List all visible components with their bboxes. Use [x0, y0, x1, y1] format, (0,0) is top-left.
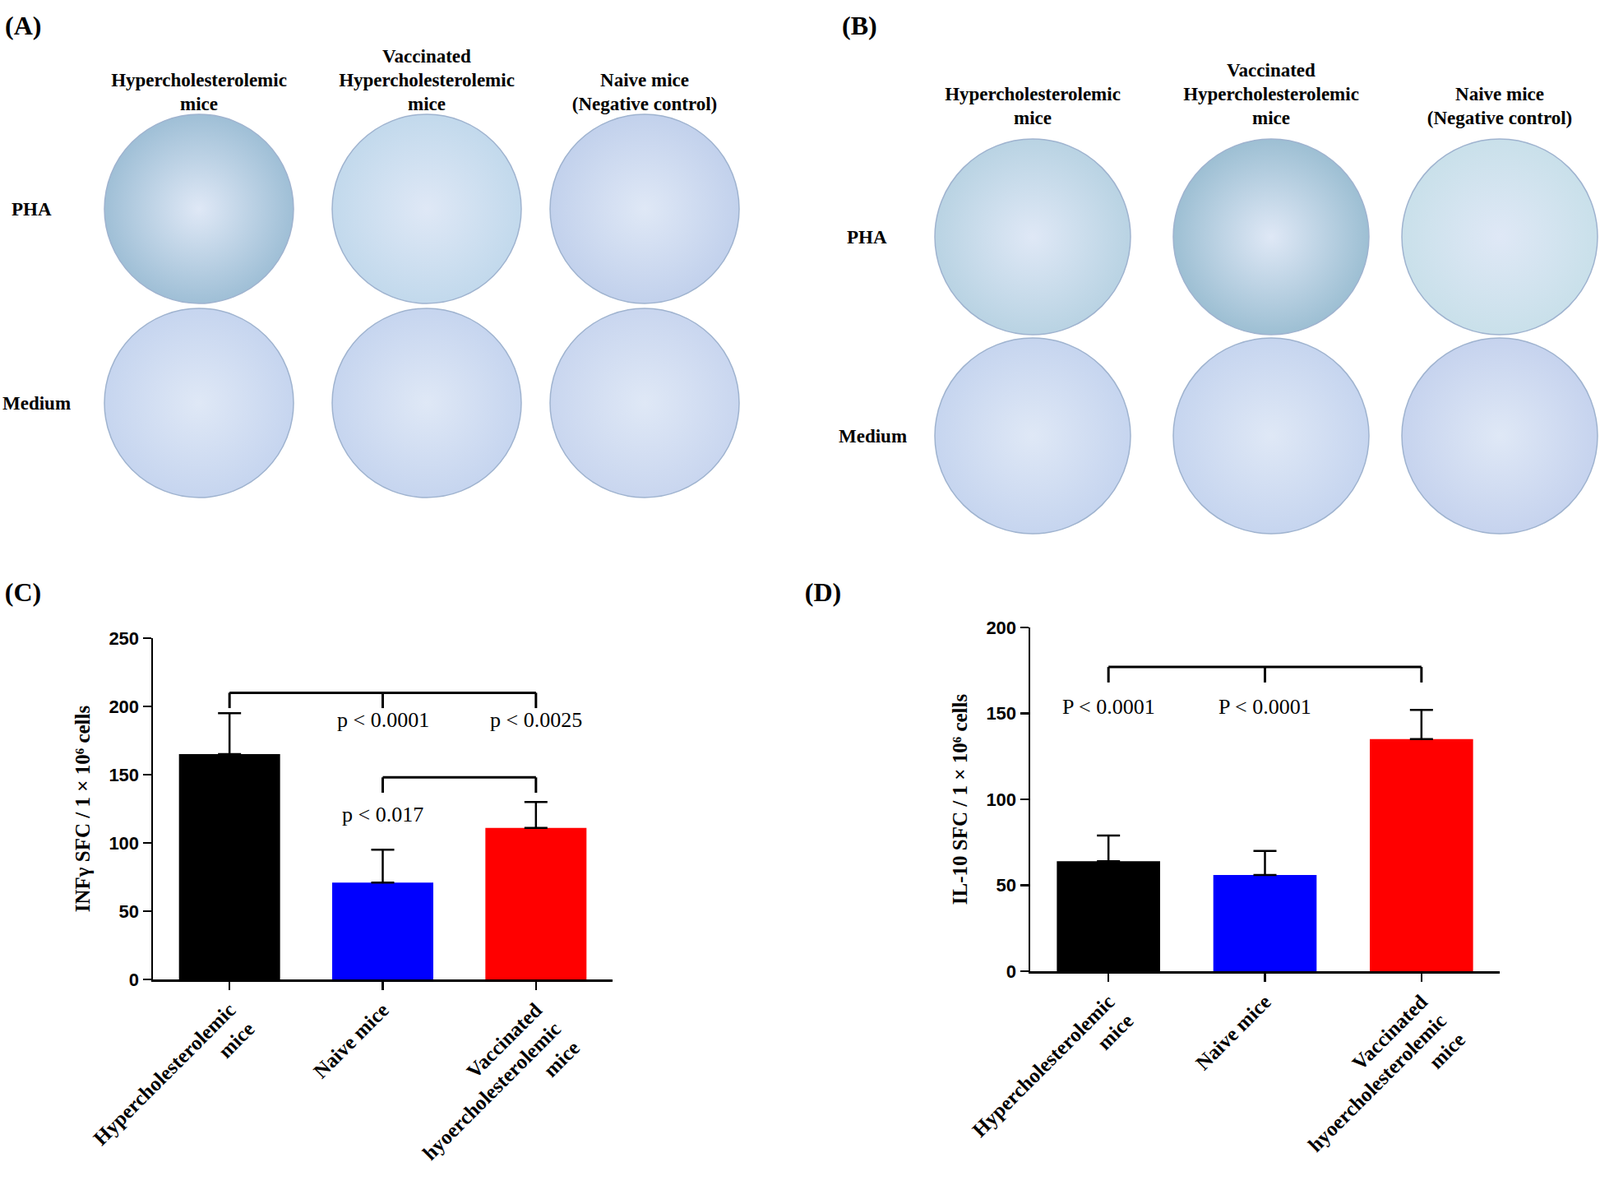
svg-text:Hypercholesterolemicmice: Hypercholesterolemicmice — [88, 998, 259, 1168]
svg-text:(C): (C) — [4, 577, 42, 607]
svg-text:P < 0.0001: P < 0.0001 — [1062, 694, 1156, 719]
svg-text:(Negative control): (Negative control) — [572, 93, 718, 115]
svg-text:(Negative control): (Negative control) — [1427, 107, 1573, 129]
svg-text:Vaccinated: Vaccinated — [1226, 60, 1316, 81]
svg-text:(B): (B) — [841, 10, 878, 41]
svg-text:Naive mice: Naive mice — [600, 69, 690, 91]
svg-text:mice: mice — [1013, 107, 1052, 129]
svg-text:P < 0.0001: P < 0.0001 — [1218, 694, 1312, 719]
svg-text:50: 50 — [996, 874, 1017, 896]
svg-text:Vaccinated: Vaccinated — [382, 46, 472, 67]
svg-text:Hypercholesterolemic: Hypercholesterolemic — [110, 69, 287, 91]
svg-text:PHA: PHA — [11, 198, 52, 220]
svg-text:250: 250 — [108, 628, 139, 649]
svg-text:IL-10 SFC / 1 × 10⁶ cells: IL-10 SFC / 1 × 10⁶ cells — [948, 693, 972, 906]
svg-text:p < 0.0025: p < 0.0025 — [490, 707, 583, 732]
svg-text:100: 100 — [108, 832, 139, 854]
svg-text:Hypercholesterolemic: Hypercholesterolemic — [944, 83, 1121, 105]
svg-text:(A): (A) — [4, 10, 42, 41]
svg-text:Naive mice: Naive mice — [1191, 989, 1276, 1074]
svg-text:Vaccinatedhyoercholesterolemic: Vaccinatedhyoercholesterolemicmice — [1285, 989, 1470, 1175]
svg-text:0: 0 — [1006, 961, 1017, 982]
svg-text:p < 0.017: p < 0.017 — [342, 802, 424, 827]
svg-text:mice: mice — [1252, 107, 1291, 129]
svg-text:200: 200 — [985, 617, 1017, 639]
svg-text:50: 50 — [119, 901, 139, 922]
svg-text:200: 200 — [108, 696, 139, 717]
svg-text:Medium: Medium — [838, 425, 907, 447]
svg-text:0: 0 — [129, 969, 139, 990]
svg-text:150: 150 — [108, 764, 139, 786]
svg-text:150: 150 — [985, 702, 1017, 724]
svg-text:mice: mice — [180, 93, 218, 115]
svg-text:INFγ SFC / 1 × 10⁶ cells: INFγ SFC / 1 × 10⁶ cells — [71, 704, 94, 912]
svg-text:Hypercholesterolemic: Hypercholesterolemic — [1183, 83, 1360, 105]
svg-text:Naive mice: Naive mice — [1455, 83, 1545, 105]
svg-text:(D): (D) — [804, 577, 842, 607]
svg-text:100: 100 — [985, 789, 1017, 810]
svg-text:Vaccinatedhyoercholesterolemic: Vaccinatedhyoercholesterolemicmice — [399, 998, 584, 1183]
svg-text:Naive mice: Naive mice — [309, 998, 394, 1083]
svg-text:PHA: PHA — [846, 226, 888, 248]
svg-text:mice: mice — [407, 93, 446, 115]
svg-text:p < 0.0001: p < 0.0001 — [337, 707, 430, 732]
svg-text:Hypercholesterolemicmice: Hypercholesterolemicmice — [967, 989, 1138, 1160]
svg-text:Medium: Medium — [2, 393, 71, 414]
svg-text:Hypercholesterolemic: Hypercholesterolemic — [338, 69, 515, 91]
